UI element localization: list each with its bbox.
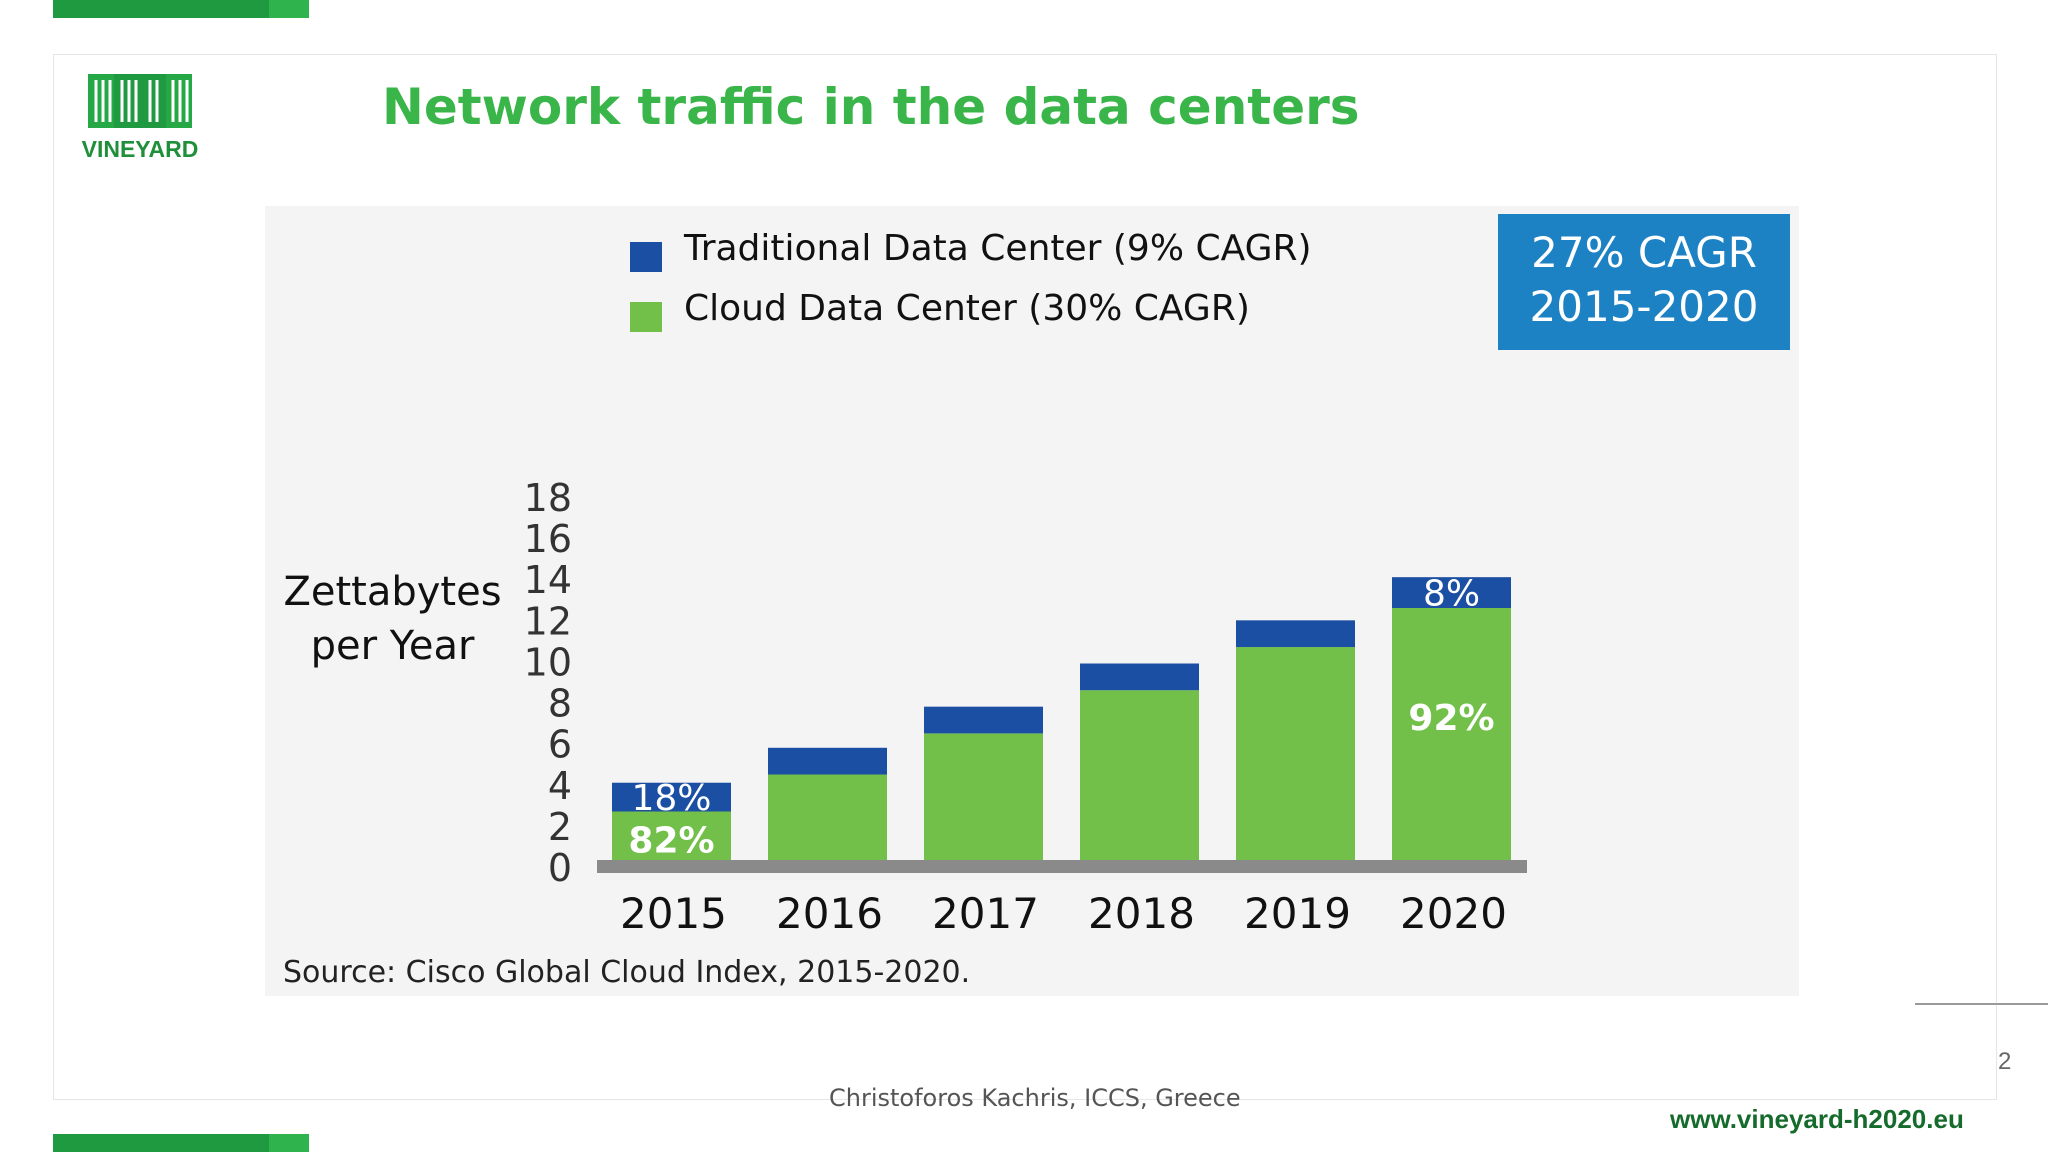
x-tick-label-2020: 2020 [1400, 889, 1507, 938]
y-tick-label-4: 4 [548, 764, 572, 808]
vineyard-logo: VINEYARD [70, 70, 210, 170]
bar-cloud-2020 [1392, 608, 1511, 867]
chart-source: Source: Cisco Global Cloud Index, 2015-2… [283, 955, 971, 990]
y-tick-label-16: 16 [524, 517, 572, 561]
y-tick-label-18: 18 [524, 476, 572, 520]
page-divider [1915, 1003, 2048, 1005]
footer-website-link[interactable]: www.vineyard-h2020.eu [1670, 1104, 1964, 1134]
legend-swatch-cloud [630, 302, 662, 332]
bar-traditional-2017 [924, 706, 1043, 734]
bar-cloud-2015 [612, 811, 731, 867]
page-number: 2 [1998, 1048, 2012, 1075]
bar-traditional-2018 [1080, 663, 1199, 691]
y-tick-label-0: 0 [548, 846, 572, 890]
bar-cloud-2017 [924, 733, 1043, 867]
data-label-traditional-2020: 8% [1423, 574, 1480, 615]
x-tick-label-2017: 2017 [932, 889, 1039, 938]
y-tick-label-12: 12 [524, 599, 572, 643]
logo-text: VINEYARD [81, 136, 199, 162]
bar-traditional-2016 [768, 747, 887, 775]
bar-traditional-2015 [612, 782, 731, 812]
slide-title: Network traffic in the data centers [382, 78, 1360, 136]
bar-traditional-2019 [1236, 620, 1355, 648]
bar-cloud-2016 [768, 774, 887, 867]
x-tick-label-2015: 2015 [620, 889, 727, 938]
x-tick-label-2018: 2018 [1088, 889, 1195, 938]
legend-label-cloud: Cloud Data Center (30% CAGR) [684, 288, 1250, 329]
cagr-callout-line-1: 27% CAGR [1531, 228, 1757, 277]
x-tick-label-2016: 2016 [776, 889, 883, 938]
building-icon [88, 74, 192, 128]
data-label-traditional-2015: 18% [631, 778, 711, 819]
x-tick-label-2019: 2019 [1244, 889, 1351, 938]
y-tick-label-14: 14 [524, 558, 572, 602]
bar-cloud-2018 [1080, 690, 1199, 867]
y-tick-label-2: 2 [548, 805, 572, 849]
bar-traditional-2020 [1392, 577, 1511, 608]
y-tick-label-6: 6 [548, 723, 572, 767]
y-axis-label-line-1: Zettabytes [283, 569, 502, 615]
cagr-callout: 27% CAGR 2015-2020 [1498, 214, 1790, 350]
bottom-green-band [53, 1134, 309, 1152]
y-tick-label-10: 10 [524, 640, 572, 684]
top-green-band [53, 0, 309, 18]
slide-frame [53, 54, 1997, 1100]
cagr-callout-line-2: 2015-2020 [1529, 282, 1759, 331]
y-tick-label-8: 8 [548, 682, 572, 726]
data-label-cloud-2020: 92% [1408, 698, 1494, 739]
bar-cloud-2019 [1236, 647, 1355, 867]
y-axis-label-line-2: per Year [310, 623, 475, 669]
data-label-cloud-2015: 82% [628, 820, 714, 861]
legend-label-traditional: Traditional Data Center (9% CAGR) [684, 228, 1312, 269]
legend-swatch-traditional [630, 242, 662, 272]
y-axis-label: Zettabytes per Year [275, 565, 510, 673]
footer-author: Christoforos Kachris, ICCS, Greece [829, 1084, 1241, 1112]
x-axis-line [597, 860, 1527, 873]
